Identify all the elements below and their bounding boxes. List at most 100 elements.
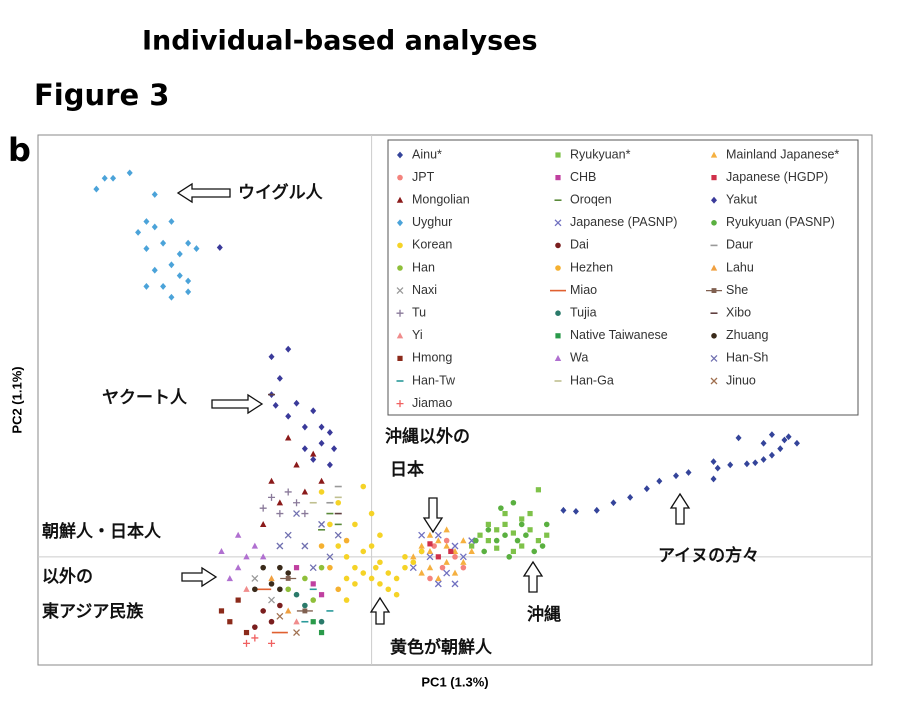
point (276, 499, 284, 506)
point (643, 485, 650, 493)
point (293, 565, 300, 571)
point (710, 354, 718, 362)
arrow (176, 182, 231, 204)
point (243, 639, 250, 647)
point (151, 191, 158, 198)
point (143, 218, 150, 225)
point (418, 531, 426, 539)
point (352, 581, 358, 587)
legend-label: Miao (570, 283, 597, 297)
point (301, 423, 308, 431)
point (493, 537, 500, 544)
point (293, 618, 300, 625)
arrow (211, 393, 264, 415)
point (519, 516, 525, 522)
point (318, 423, 325, 431)
point (418, 542, 425, 549)
point (468, 548, 475, 555)
arrow (181, 566, 218, 588)
point (318, 592, 325, 598)
legend-label: She (726, 283, 748, 297)
point (510, 548, 516, 555)
point (510, 530, 516, 536)
point (443, 526, 450, 533)
point (535, 538, 541, 544)
point (360, 548, 367, 555)
point (443, 558, 450, 565)
point (368, 543, 375, 549)
point (531, 548, 538, 555)
legend-label: Ryukyuan (PASNP) (726, 215, 835, 229)
point (735, 434, 742, 442)
point (218, 608, 225, 614)
annotation: ヤクート人 (102, 388, 188, 408)
point (218, 548, 225, 555)
point (527, 527, 533, 533)
point (711, 175, 717, 181)
point (293, 499, 301, 507)
panel-label: b (8, 131, 31, 169)
point (555, 333, 561, 339)
point (318, 489, 325, 495)
point (473, 537, 479, 544)
point (360, 570, 367, 576)
point (293, 629, 300, 637)
arrow (669, 492, 691, 525)
point (502, 521, 508, 527)
legend-label: CHB (570, 170, 596, 184)
point (277, 586, 283, 593)
legend-label: Native Taiwanese (570, 328, 668, 342)
annotation: 東アジア民族 (42, 601, 144, 622)
y-axis-label: PC2 (1.1%) (9, 366, 24, 433)
point (710, 377, 718, 385)
annotation: 沖縄 (527, 604, 561, 625)
point (468, 537, 476, 545)
point (393, 591, 400, 598)
point (143, 283, 150, 290)
arrow (522, 560, 544, 593)
point (251, 542, 259, 549)
point (318, 564, 325, 571)
point (434, 531, 442, 539)
point (443, 542, 450, 549)
point (418, 569, 425, 576)
point (268, 493, 276, 501)
point (276, 374, 283, 382)
point (335, 543, 342, 549)
legend-label: Yakut (726, 192, 758, 206)
point (93, 185, 100, 193)
point (396, 309, 404, 317)
legend-label: Han (412, 260, 435, 274)
point (268, 596, 275, 604)
point (539, 543, 546, 549)
point (448, 548, 454, 555)
point (260, 608, 266, 614)
point (396, 400, 404, 408)
legend-label: Xibo (726, 305, 751, 319)
point (335, 586, 342, 593)
point (185, 239, 192, 247)
legend-label: Mainland Japanese* (726, 147, 839, 161)
point (397, 355, 403, 361)
point (227, 619, 233, 625)
x-axis-label: PC1 (1.3%) (421, 674, 488, 689)
point (151, 223, 158, 231)
point (711, 333, 717, 339)
legend-label: Uyghur (412, 215, 452, 229)
point (280, 576, 297, 581)
point (276, 612, 284, 620)
point (272, 402, 279, 409)
point (431, 543, 437, 549)
point (168, 293, 175, 301)
point (285, 586, 291, 593)
annotation: 沖縄以外の (385, 426, 470, 447)
point (494, 527, 500, 533)
point (451, 569, 459, 576)
point (135, 228, 142, 236)
point (426, 564, 434, 571)
point (397, 151, 403, 159)
point (310, 619, 316, 625)
legend-label: Ainu* (412, 147, 442, 161)
point (143, 245, 150, 252)
point (168, 261, 175, 269)
